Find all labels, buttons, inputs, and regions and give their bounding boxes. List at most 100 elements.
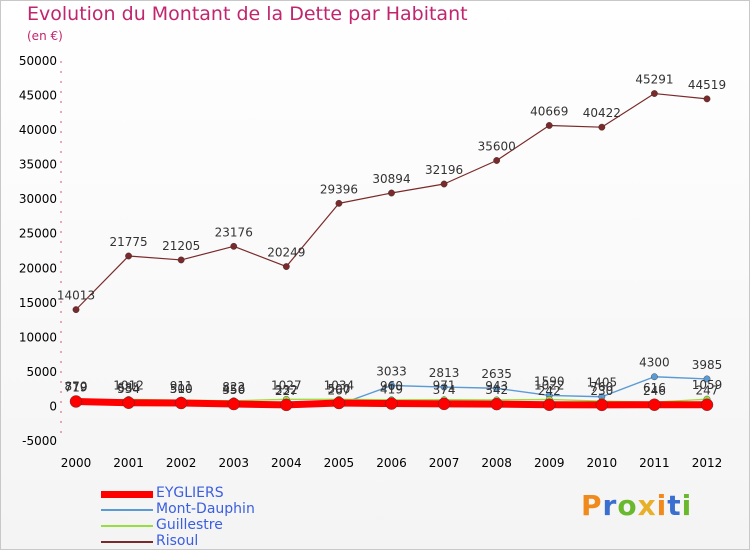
y-tick-label: 35000 — [19, 158, 57, 172]
y-tick-label: 10000 — [19, 330, 57, 344]
chart-unit: (en €) — [27, 29, 63, 43]
data-label-eygliers: 719 — [65, 380, 88, 394]
x-tick-label: 2012 — [692, 456, 723, 470]
y-tick-label: 5000 — [26, 365, 57, 379]
data-label-guillestre: 1034 — [324, 378, 355, 392]
legend-label-mont-dauphin: Mont-Dauphin — [156, 501, 255, 517]
data-point-risoul — [282, 263, 290, 270]
y-tick-label: 40000 — [19, 123, 57, 137]
x-tick-label: 2001 — [113, 456, 144, 470]
y-tick-label: 20000 — [19, 261, 57, 275]
legend-swatch-risoul — [101, 541, 153, 543]
x-tick-label: 2003 — [218, 456, 249, 470]
data-point-eygliers — [69, 395, 83, 408]
data-label-risoul: 30894 — [372, 172, 410, 186]
chart-title: Evolution du Montant de la Dette par Hab… — [27, 3, 468, 25]
data-label-eygliers: 230 — [590, 384, 613, 398]
x-tick-label: 2002 — [166, 456, 197, 470]
data-point-risoul — [125, 252, 132, 260]
data-point-eygliers — [174, 396, 188, 410]
data-point-risoul — [388, 189, 395, 197]
x-tick-label: 2007 — [429, 456, 460, 470]
data-label-guillestre: 1022 — [534, 378, 565, 392]
data-point-risoul — [598, 123, 606, 131]
data-label-risoul: 35600 — [478, 139, 516, 153]
data-label-eygliers: 500 — [327, 382, 350, 396]
data-label-eygliers: 350 — [222, 383, 245, 397]
x-tick-label: 2005 — [324, 456, 355, 470]
legend-label-guillestre: Guillestre — [156, 517, 223, 533]
data-label-guillestre: 822 — [222, 380, 245, 394]
data-label-mont-dauphin: 870 — [65, 379, 88, 393]
data-label-guillestre: 1012 — [113, 378, 144, 392]
data-label-eygliers: 247 — [696, 384, 719, 398]
y-tick-label: 15000 — [19, 296, 57, 310]
data-label-guillestre: 760 — [590, 380, 613, 394]
data-label-mont-dauphin: 1590 — [534, 374, 565, 388]
data-point-eygliers — [595, 398, 609, 412]
data-point-mont-dauphin — [493, 384, 501, 392]
data-point-eygliers — [385, 397, 398, 410]
data-label-eygliers: 227 — [275, 384, 298, 398]
data-label-guillestre: 943 — [485, 379, 508, 393]
data-label-eygliers: 342 — [485, 383, 508, 397]
data-point-risoul — [230, 242, 238, 250]
x-tick-label: 2004 — [271, 456, 302, 470]
data-point-mont-dauphin — [651, 373, 658, 381]
series-line-risoul — [75, 92, 708, 311]
data-label-risoul: 32196 — [425, 163, 463, 177]
data-point-risoul — [545, 122, 553, 129]
legend-swatch-eygliers — [101, 491, 153, 498]
x-tick-label: 2011 — [639, 456, 670, 470]
data-label-guillestre: 616 — [643, 381, 666, 395]
data-label-risoul: 21775 — [109, 235, 147, 249]
data-label-mont-dauphin: 3985 — [692, 358, 723, 372]
x-tick-label: 2009 — [534, 456, 565, 470]
data-point-eygliers — [648, 398, 661, 411]
data-label-guillestre: 911 — [170, 379, 193, 393]
proxiti-logo: Proxiti — [581, 489, 693, 522]
data-label-mont-dauphin: 456 — [222, 382, 245, 396]
data-label-risoul: 21205 — [162, 239, 200, 253]
data-point-eygliers — [437, 397, 451, 411]
x-tick-label: 2008 — [481, 456, 512, 470]
legend-label-risoul: Risoul — [156, 533, 199, 549]
legend-swatch-mont-dauphin — [101, 509, 153, 511]
data-label-guillestre: 960 — [380, 379, 403, 393]
data-label-eygliers: 419 — [380, 383, 403, 397]
data-label-eygliers: 534 — [117, 382, 140, 396]
data-point-mont-dauphin — [388, 382, 395, 389]
data-point-risoul — [335, 199, 343, 207]
legend-label-eygliers: EYGLIERS — [156, 485, 224, 501]
data-point-risoul — [440, 180, 448, 188]
data-label-guillestre: 779 — [65, 380, 88, 394]
data-point-risoul — [177, 256, 185, 264]
series-layer — [69, 90, 714, 412]
x-tick-label: 2006 — [376, 456, 407, 470]
data-point-eygliers — [122, 396, 135, 409]
data-label-risoul: 20249 — [267, 246, 305, 260]
data-label-guillestre: 971 — [433, 379, 456, 393]
data-label-mont-dauphin: 685 — [117, 381, 140, 395]
data-label-mont-dauphin: 267 — [327, 384, 350, 398]
data-label-eygliers: 246 — [643, 384, 666, 398]
y-tick-label: 0 — [49, 399, 57, 413]
data-label-mont-dauphin: 510 — [170, 382, 193, 396]
data-label-risoul: 23176 — [215, 225, 253, 239]
data-label-mont-dauphin: 1405 — [587, 376, 618, 390]
data-label-risoul: 40669 — [530, 104, 568, 118]
y-tick-label: 30000 — [19, 192, 57, 206]
data-label-mont-dauphin: 332 — [275, 383, 298, 397]
data-point-eygliers — [280, 398, 293, 412]
x-tick-label: 2000 — [61, 456, 92, 470]
data-label-risoul: 29396 — [320, 182, 358, 196]
data-point-risoul — [703, 95, 711, 103]
axes: -5000 0 5000 10000 15000 20000 25000 30000 35000… — [19, 54, 722, 470]
data-point-eygliers — [700, 398, 714, 411]
y-tick-label: 25000 — [19, 227, 57, 241]
data-point-mont-dauphin — [703, 375, 711, 383]
data-point-risoul — [651, 90, 658, 97]
data-label-risoul: 44519 — [688, 78, 726, 92]
data-point-risoul — [493, 157, 501, 164]
